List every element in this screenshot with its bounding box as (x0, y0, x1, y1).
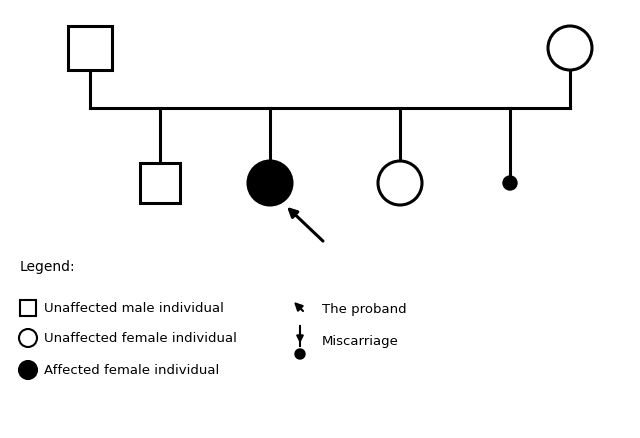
Text: Unaffected male individual: Unaffected male individual (44, 302, 224, 315)
Text: Miscarriage: Miscarriage (322, 334, 399, 347)
Bar (140, 164, 180, 204)
Circle shape (548, 27, 592, 71)
Bar (20, 300, 36, 316)
Text: Legend:: Legend: (20, 259, 76, 273)
Text: The proband: The proband (322, 302, 406, 315)
Circle shape (378, 162, 422, 205)
Circle shape (248, 162, 292, 205)
Circle shape (503, 177, 517, 191)
Text: Unaffected female individual: Unaffected female individual (44, 332, 237, 345)
Text: Affected female individual: Affected female individual (44, 364, 220, 377)
Bar (68, 27, 112, 71)
Circle shape (19, 361, 37, 379)
Circle shape (19, 329, 37, 347)
Circle shape (295, 349, 305, 359)
